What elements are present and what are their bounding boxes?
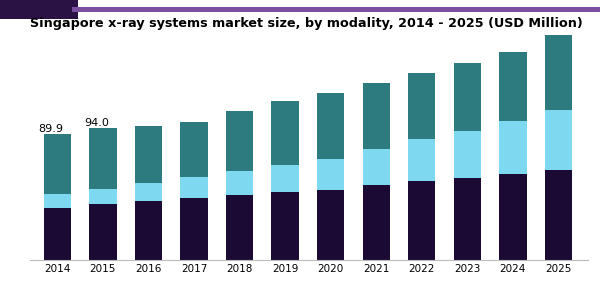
Bar: [44, 208, 71, 260]
Bar: [181, 177, 208, 198]
Bar: [317, 93, 344, 159]
Bar: [499, 52, 527, 121]
Bar: [362, 149, 390, 185]
Bar: [499, 121, 527, 174]
Bar: [408, 181, 436, 260]
Bar: [454, 131, 481, 178]
Bar: [408, 73, 436, 139]
Bar: [181, 122, 208, 177]
Bar: [545, 35, 572, 110]
Text: 89.9: 89.9: [38, 124, 63, 134]
Bar: [44, 134, 71, 194]
Bar: [89, 189, 116, 204]
Bar: [226, 195, 253, 260]
Bar: [545, 170, 572, 260]
Bar: [545, 110, 572, 170]
Text: 94.0: 94.0: [84, 118, 109, 128]
Bar: [226, 111, 253, 171]
Bar: [135, 201, 162, 260]
Bar: [499, 174, 527, 260]
Bar: [271, 101, 299, 165]
Bar: [226, 171, 253, 195]
Bar: [317, 190, 344, 260]
Bar: [271, 192, 299, 260]
Bar: [44, 194, 71, 208]
Bar: [362, 185, 390, 260]
FancyBboxPatch shape: [72, 7, 600, 12]
Bar: [135, 127, 162, 183]
Bar: [89, 204, 116, 260]
Bar: [454, 63, 481, 131]
Text: Singapore x-ray systems market size, by modality, 2014 - 2025 (USD Million): Singapore x-ray systems market size, by …: [30, 17, 583, 30]
Bar: [317, 159, 344, 190]
Polygon shape: [0, 0, 78, 19]
Bar: [271, 165, 299, 192]
Bar: [454, 178, 481, 260]
Bar: [181, 198, 208, 260]
Bar: [135, 183, 162, 201]
Bar: [89, 128, 116, 189]
Bar: [362, 83, 390, 149]
FancyBboxPatch shape: [0, 0, 78, 19]
Bar: [408, 139, 436, 181]
